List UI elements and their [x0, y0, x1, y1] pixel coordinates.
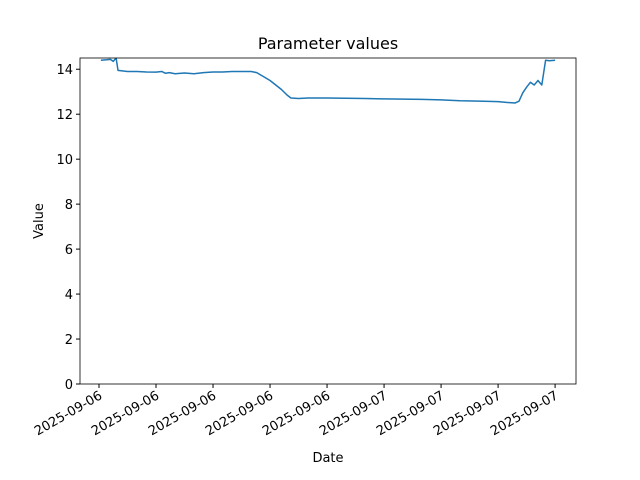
y-tick-label: 14 [56, 63, 73, 78]
y-tick-label: 4 [65, 288, 73, 303]
y-tick-label: 2 [65, 333, 73, 348]
data-line [100, 58, 556, 104]
y-tick-label: 8 [65, 198, 73, 213]
y-tick-label: 0 [65, 378, 73, 393]
plot-frame [79, 57, 577, 385]
chart-title: Parameter values [258, 34, 398, 53]
y-tick-label: 12 [56, 108, 73, 123]
y-axis-label: Value [32, 203, 47, 239]
y-tick-label: 6 [65, 243, 73, 258]
y-tick-label: 10 [56, 153, 73, 168]
x-axis-label: Date [312, 451, 343, 466]
